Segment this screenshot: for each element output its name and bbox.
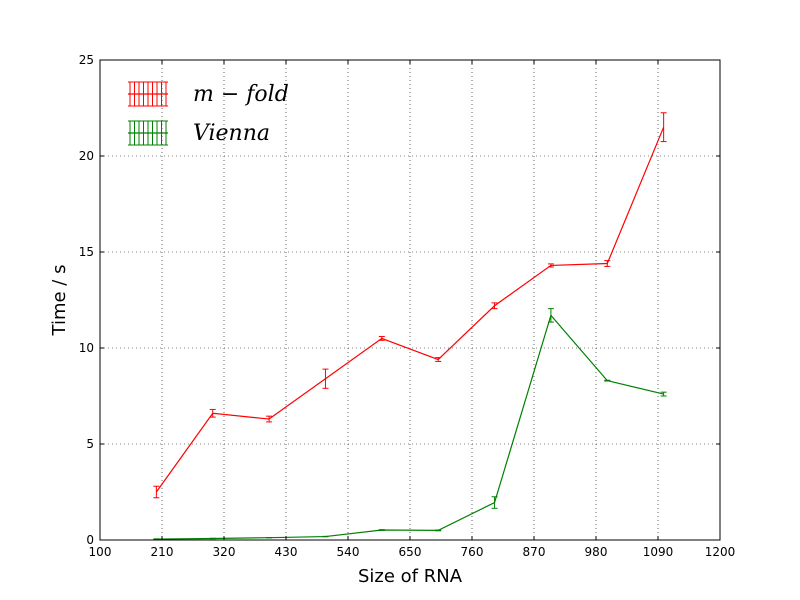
error-bar — [660, 112, 667, 143]
y-tick-label: 0 — [86, 533, 94, 547]
x-tick-label: 870 — [523, 545, 546, 559]
y-tick-label: 10 — [79, 341, 94, 355]
legend-entry: m − fold — [128, 81, 289, 107]
legend-entry: Vienna — [128, 120, 270, 146]
y-tick-label: 5 — [86, 437, 94, 451]
error-bar — [660, 391, 667, 397]
x-tick-label: 1200 — [705, 545, 736, 559]
y-axis-title: Time / s — [49, 265, 70, 337]
series-line-0 — [155, 126, 665, 493]
error-bar — [604, 379, 611, 382]
error-bar — [604, 260, 611, 267]
x-tick-label: 980 — [585, 545, 608, 559]
error-bar — [435, 357, 442, 362]
y-tick-label: 20 — [79, 149, 94, 163]
x-tick-label: 210 — [151, 545, 174, 559]
error-bar — [153, 485, 160, 499]
x-tick-label: 320 — [213, 545, 236, 559]
error-bar — [209, 408, 216, 418]
x-tick-label: 100 — [89, 545, 112, 559]
legend: m − fold Vienna — [128, 81, 289, 146]
error-bar — [266, 415, 273, 423]
legend-label: m − fold — [193, 82, 289, 107]
grid — [100, 60, 720, 540]
x-tick-label: 430 — [275, 545, 298, 559]
ticks — [99, 59, 721, 541]
error-bar — [491, 302, 498, 310]
error-bar — [547, 308, 554, 323]
error-bar — [547, 263, 554, 268]
x-tick-label: 540 — [337, 545, 360, 559]
legend-label: Vienna — [193, 121, 270, 146]
x-tick-label: 650 — [399, 545, 422, 559]
error-bar — [322, 368, 329, 389]
y-tick-label: 15 — [79, 245, 94, 259]
error-bar — [378, 529, 385, 531]
x-tick-label: 1090 — [643, 545, 674, 559]
y-tick-label: 25 — [79, 53, 94, 67]
error-bar — [435, 529, 442, 532]
tick-labels: 100 210 320 430 540 650 760 870 980 1090 1200 0 5 10 1… — [79, 53, 736, 559]
x-axis-title: Size of RNA — [358, 566, 463, 587]
x-tick-label: 760 — [461, 545, 484, 559]
series-line-1 — [156, 314, 664, 540]
error-bar — [491, 496, 498, 509]
series-group — [153, 112, 667, 540]
error-bar — [378, 335, 385, 341]
